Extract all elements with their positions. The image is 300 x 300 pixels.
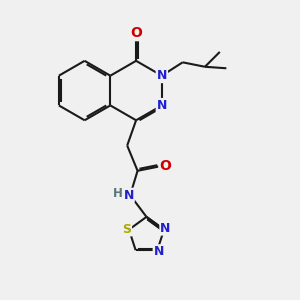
Text: O: O: [159, 159, 171, 173]
Text: N: N: [124, 189, 134, 202]
Text: N: N: [160, 222, 171, 235]
Text: N: N: [157, 99, 167, 112]
Text: N: N: [154, 245, 164, 258]
Text: S: S: [122, 223, 131, 236]
Text: O: O: [130, 26, 142, 40]
Text: N: N: [157, 69, 167, 82]
Text: H: H: [113, 187, 123, 200]
